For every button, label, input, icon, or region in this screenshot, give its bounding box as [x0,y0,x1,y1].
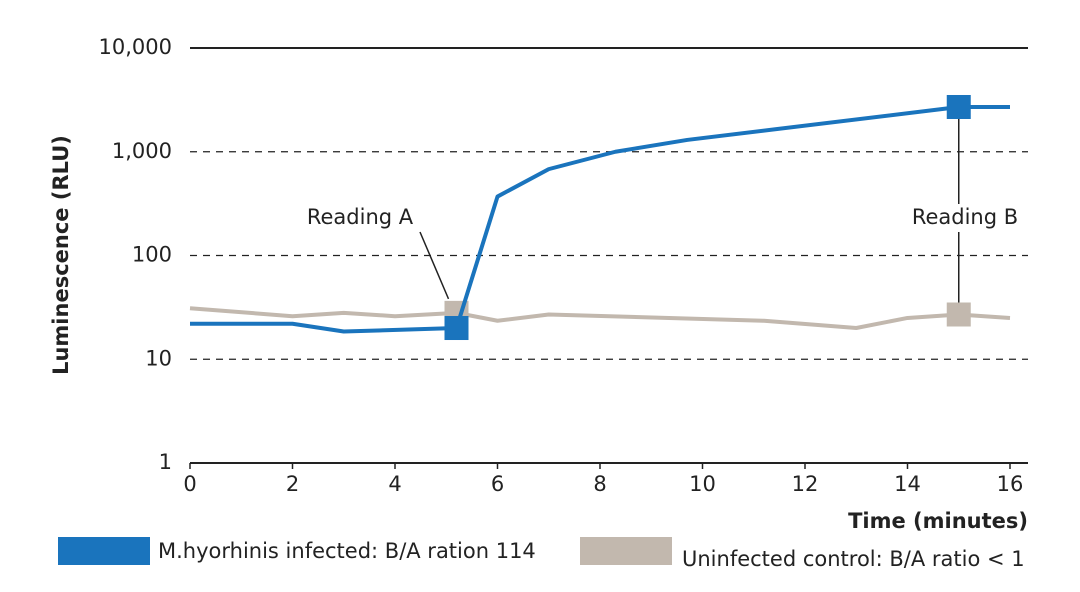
legend-label: M.hyorhinis infected: B/A ration 114 [158,539,536,563]
x-tick-label: 6 [491,472,504,496]
x-tick-label: 16 [997,472,1024,496]
legend-label: Uninfected control: B/A ratio < 1 [682,547,1025,571]
annotation: Reading B [912,205,1018,229]
marker [444,316,469,341]
x-tick-label: 8 [593,472,606,496]
x-tick-label: 14 [894,472,921,496]
x-tick-label: 0 [183,472,196,496]
marker [946,302,971,327]
x-tick-label: 12 [792,472,819,496]
y-tick-label: 10,000 [99,35,172,59]
annotation: Reading A [307,205,414,229]
x-tick-label: 10 [689,472,716,496]
y-tick-label: 10 [145,346,172,370]
x-tick-label: 2 [286,472,299,496]
y-tick-label: 100 [132,243,172,267]
x-tick-label: 4 [388,472,401,496]
x-axis-title: Time (minutes) [848,509,1028,533]
y-tick-label: 1 [159,450,172,474]
y-axis-title: Luminescence (RLU) [49,135,73,375]
legend-swatch [580,537,672,565]
leader-line [419,231,450,300]
legend-swatch [58,537,150,565]
marker [946,94,971,119]
series-line [190,104,1010,334]
y-tick-label: 1,000 [112,139,172,163]
series-line [189,306,1011,331]
